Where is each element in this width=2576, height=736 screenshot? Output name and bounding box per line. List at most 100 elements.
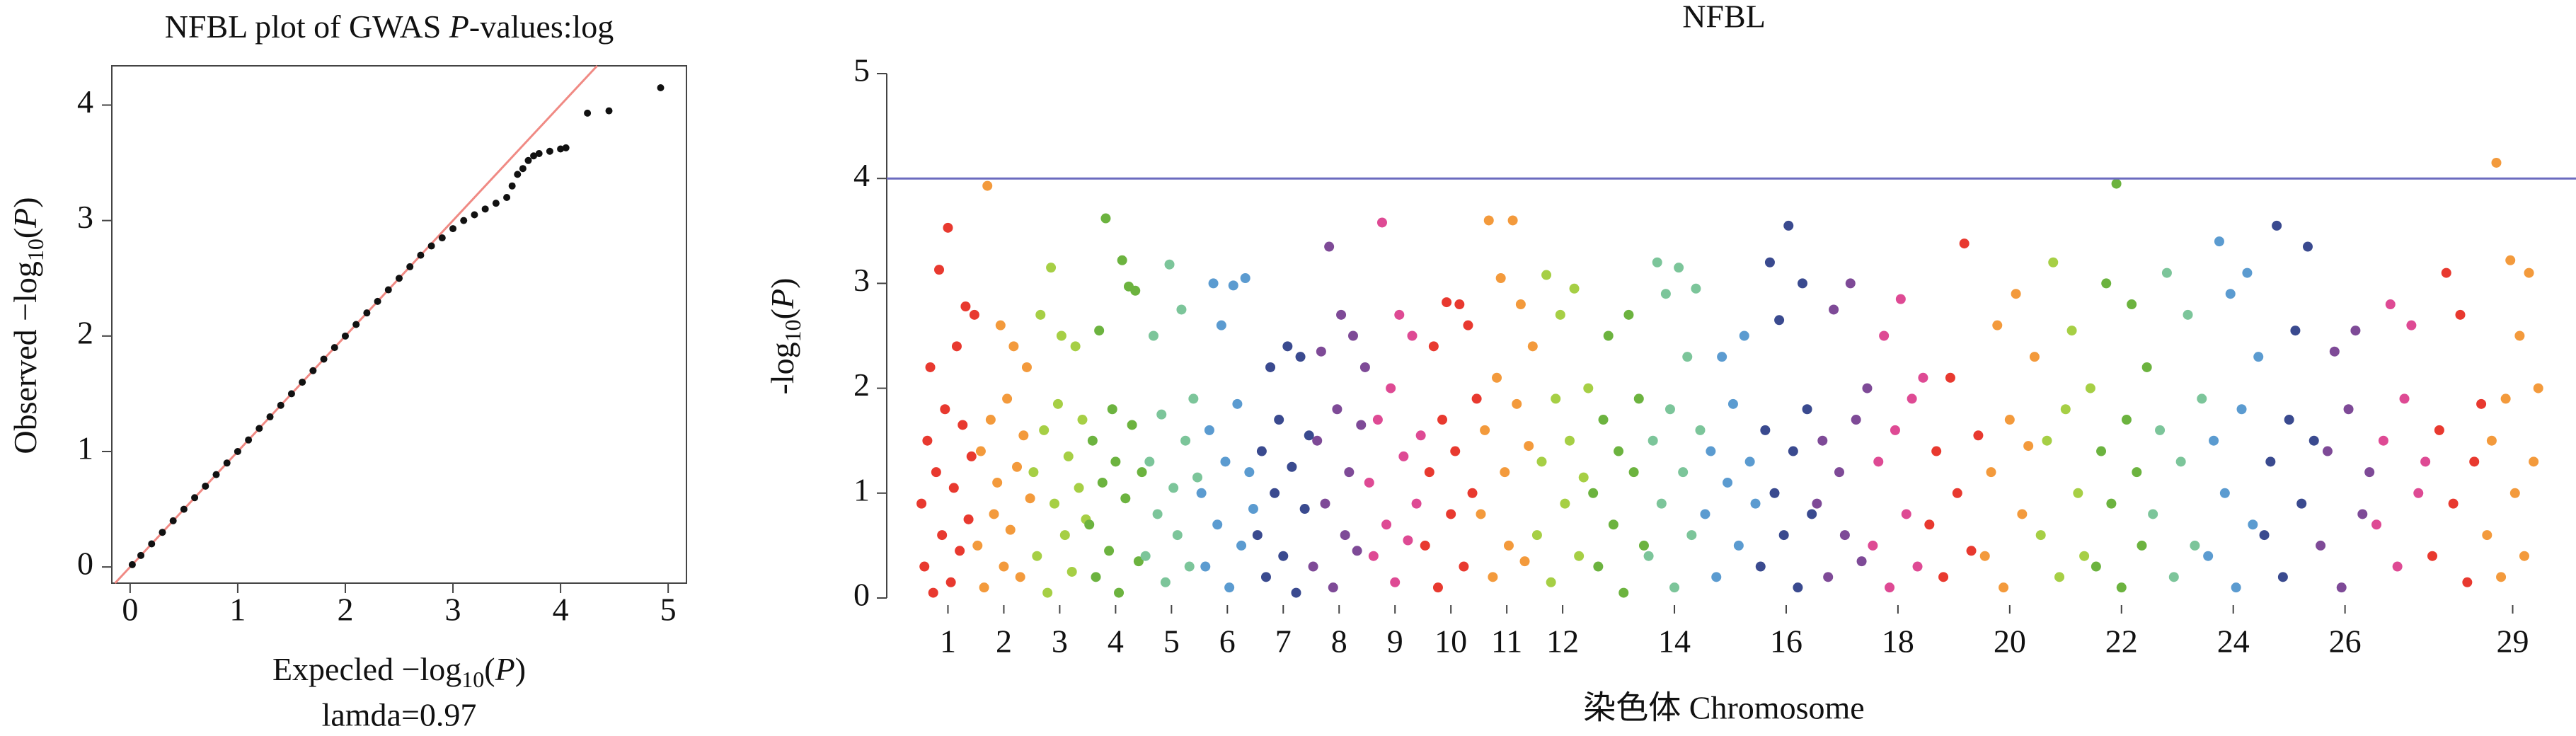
snp-point	[2011, 289, 2021, 299]
snp-point	[982, 180, 993, 191]
snp-point	[2406, 320, 2417, 330]
qq-panel: NFBL plot of GWAS P-values:log Expecled …	[7, 8, 687, 733]
snp-point	[1018, 430, 1029, 441]
snp-point	[1446, 509, 1456, 519]
snp-point	[1952, 488, 1962, 498]
snp-point	[1503, 540, 1514, 551]
snp-point	[1356, 420, 1367, 430]
snp-point	[963, 514, 974, 524]
qq-x-label-part: P	[495, 651, 515, 687]
snp-point	[1744, 456, 1755, 467]
x-tick-label: 3	[1052, 623, 1068, 660]
qq-point	[384, 286, 392, 294]
snp-point	[1005, 524, 1016, 535]
qq-point	[557, 145, 565, 153]
snp-point	[1664, 404, 1675, 415]
snp-point	[2079, 551, 2090, 561]
snp-point	[1328, 582, 1338, 593]
snp-point	[1862, 383, 1873, 393]
snp-point	[1603, 330, 1614, 341]
snp-point	[1512, 398, 1522, 409]
snp-point	[1287, 461, 1297, 472]
snp-point	[1386, 383, 1396, 393]
snp-point	[1063, 451, 1074, 461]
manhattan-title: NFBL	[1682, 0, 1766, 35]
x-tick-label: 29	[2497, 623, 2529, 660]
qq-point	[546, 147, 553, 155]
snp-point	[2302, 241, 2313, 252]
snp-point	[1107, 404, 1117, 415]
snp-point	[1094, 326, 1105, 336]
snp-point	[945, 577, 956, 587]
snp-point	[1144, 456, 1155, 467]
snp-point	[1938, 572, 1949, 582]
snp-point	[2272, 220, 2282, 231]
qq-point	[320, 355, 328, 363]
snp-point	[1488, 572, 1498, 582]
snp-point	[2017, 509, 2028, 519]
y-tick-label: 3	[77, 199, 93, 235]
qq-point	[396, 275, 403, 282]
qq-point	[309, 367, 317, 374]
snp-point	[1133, 556, 1144, 567]
snp-point	[2073, 488, 2083, 498]
snp-point	[1407, 330, 1418, 341]
manhattan-y-label-part: -log	[764, 342, 800, 394]
x-tick-label: 7	[1275, 623, 1292, 660]
qq-title-part: NFBL plot of GWAS	[165, 8, 449, 45]
snp-point	[2060, 404, 2071, 415]
snp-point	[2054, 572, 2065, 582]
snp-point	[1531, 530, 1542, 541]
snp-point	[2357, 509, 2368, 519]
snp-point	[2209, 435, 2219, 446]
snp-point	[2277, 572, 2288, 582]
snp-point	[1733, 540, 1744, 551]
snp-point	[958, 420, 968, 430]
snp-point	[1176, 304, 1187, 315]
snp-point	[934, 265, 945, 275]
snp-point	[2322, 446, 2333, 456]
snp-point	[1614, 446, 1624, 456]
qq-point	[245, 436, 253, 444]
snp-point	[940, 404, 950, 415]
snp-point	[1236, 540, 1247, 551]
snp-point	[1959, 238, 1970, 249]
snp-point	[1851, 415, 1861, 425]
snp-point	[2161, 268, 2172, 278]
snp-point	[928, 587, 938, 598]
snp-point	[2085, 383, 2095, 393]
snp-point	[1347, 330, 1358, 341]
x-tick-label: 6	[1219, 623, 1236, 660]
snp-point	[1265, 362, 1276, 372]
snp-point	[955, 546, 965, 556]
snp-point	[1628, 467, 1639, 478]
x-tick-label: 18	[1882, 623, 1914, 660]
snp-point	[1986, 467, 1996, 478]
snp-point	[1648, 435, 1658, 446]
snp-point	[2127, 299, 2137, 310]
snp-point	[925, 362, 936, 372]
snp-point	[1394, 309, 1405, 320]
snp-point	[1117, 255, 1127, 265]
snp-point	[1907, 393, 1917, 404]
snp-point	[1459, 561, 1469, 572]
snp-point	[1192, 472, 1203, 483]
snp-point	[1204, 425, 1214, 435]
qq-point	[535, 150, 543, 158]
qq-point	[234, 447, 241, 455]
snp-point	[1638, 540, 1649, 551]
snp-point	[1012, 461, 1023, 472]
snp-point	[2106, 498, 2117, 509]
snp-point	[960, 301, 971, 312]
snp-point	[2231, 582, 2241, 593]
snp-point	[2434, 425, 2444, 435]
snp-point	[2137, 540, 2147, 551]
snp-point	[1706, 446, 1716, 456]
manhattan-y-label-part: )	[764, 278, 800, 289]
qq-point	[514, 171, 522, 178]
qq-point	[605, 107, 613, 115]
snp-point	[2175, 456, 2186, 467]
qq-point	[406, 263, 414, 270]
qq-point	[137, 551, 145, 559]
snp-point	[1332, 404, 1342, 415]
